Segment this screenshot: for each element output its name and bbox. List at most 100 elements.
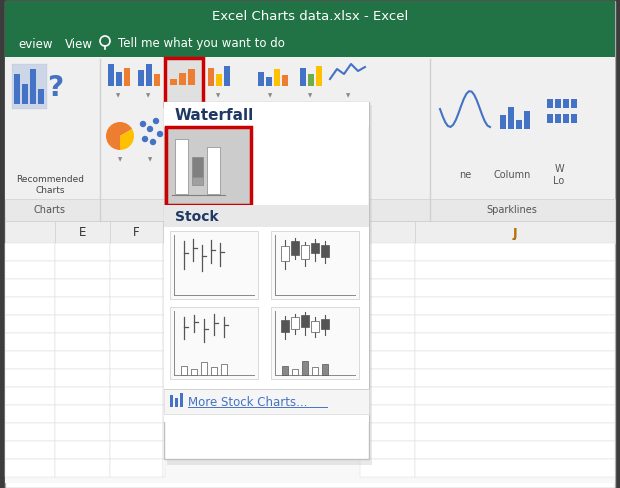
Bar — [5, 222, 615, 244]
Bar — [175, 140, 188, 195]
Text: E: E — [79, 226, 86, 239]
Bar — [55, 423, 110, 441]
Circle shape — [179, 143, 183, 148]
Bar — [55, 405, 110, 423]
Bar — [415, 405, 615, 423]
Bar — [55, 333, 110, 351]
Bar — [312, 367, 318, 375]
Bar — [163, 333, 165, 351]
Text: Excel Charts data.xlsx - Excel: Excel Charts data.xlsx - Excel — [212, 9, 408, 22]
Bar — [110, 297, 163, 315]
Bar — [415, 369, 615, 387]
Text: Stock: Stock — [175, 209, 219, 224]
Text: F: F — [133, 226, 140, 239]
Bar — [291, 317, 299, 329]
Circle shape — [187, 136, 191, 140]
Circle shape — [179, 136, 183, 140]
Bar — [108, 65, 114, 87]
Text: J: J — [513, 226, 517, 239]
Bar — [360, 333, 415, 351]
Circle shape — [171, 136, 175, 140]
Bar — [415, 315, 615, 333]
Bar — [360, 459, 415, 477]
Circle shape — [143, 137, 148, 142]
Bar — [5, 30, 615, 58]
Bar — [192, 158, 203, 178]
Bar — [360, 369, 415, 387]
Bar — [430, 58, 615, 200]
Bar — [258, 73, 264, 87]
Bar — [163, 423, 165, 441]
Bar — [321, 245, 329, 258]
Bar — [360, 244, 415, 262]
Bar — [154, 75, 160, 87]
Bar — [110, 244, 163, 262]
Bar — [163, 387, 165, 405]
Bar — [55, 280, 110, 297]
Bar — [311, 244, 319, 253]
Bar — [563, 115, 569, 124]
Bar — [170, 80, 177, 86]
Bar — [292, 369, 298, 375]
Bar — [524, 112, 530, 130]
Bar — [163, 244, 165, 262]
Bar — [164, 103, 369, 459]
Bar — [163, 441, 165, 459]
Text: ▼: ▼ — [346, 93, 350, 98]
Bar — [360, 441, 415, 459]
Bar — [30, 70, 36, 105]
Bar — [110, 262, 163, 280]
Text: ▼: ▼ — [308, 93, 312, 98]
Bar — [188, 70, 195, 86]
Bar — [110, 222, 163, 244]
Text: ?: ? — [47, 74, 63, 102]
Bar — [5, 58, 615, 218]
Bar — [5, 369, 55, 387]
Text: Charts: Charts — [34, 204, 66, 215]
Bar — [170, 307, 258, 379]
Bar — [415, 297, 615, 315]
Bar — [5, 222, 55, 244]
Text: eview: eview — [18, 38, 53, 50]
Bar — [360, 262, 415, 280]
Bar — [5, 244, 55, 262]
Bar — [5, 200, 615, 222]
Bar — [266, 78, 272, 87]
Bar — [201, 362, 207, 375]
Bar — [116, 73, 122, 87]
Bar — [311, 321, 319, 332]
Bar — [415, 262, 615, 280]
Bar — [138, 71, 144, 87]
Text: ▼: ▼ — [118, 157, 122, 162]
Bar — [163, 222, 360, 244]
Bar — [360, 315, 415, 333]
Bar — [163, 297, 165, 315]
Bar — [5, 423, 55, 441]
Bar — [163, 315, 165, 333]
Wedge shape — [106, 123, 132, 151]
Bar — [110, 459, 163, 477]
Bar — [55, 459, 110, 477]
Bar — [163, 351, 165, 369]
Bar — [163, 405, 165, 423]
Bar — [216, 75, 222, 87]
Bar — [5, 297, 55, 315]
Bar — [300, 69, 306, 87]
Bar — [181, 366, 187, 375]
Bar — [179, 74, 186, 86]
Circle shape — [179, 120, 183, 124]
Bar — [415, 387, 615, 405]
Circle shape — [195, 143, 199, 148]
Bar — [164, 205, 369, 227]
Bar — [555, 115, 561, 124]
Bar — [5, 222, 615, 483]
Bar — [55, 315, 110, 333]
Bar — [163, 280, 165, 297]
Bar — [164, 103, 369, 128]
Bar — [360, 405, 415, 423]
Bar — [360, 351, 415, 369]
Bar — [5, 2, 615, 30]
Circle shape — [157, 132, 162, 137]
Text: ▼: ▼ — [186, 157, 190, 162]
Bar — [55, 387, 110, 405]
